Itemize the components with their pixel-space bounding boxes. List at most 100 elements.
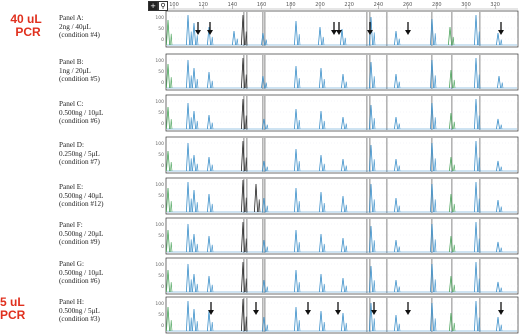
y-tick-label: 50 xyxy=(158,233,164,239)
trace-peak xyxy=(236,38,239,46)
trace-peak xyxy=(398,38,401,46)
trace-peak xyxy=(478,115,481,130)
trace-peak xyxy=(298,242,301,253)
panel-title: Panel B: xyxy=(59,58,84,66)
trace-peak xyxy=(496,316,500,332)
ruler-tick-label: 300 xyxy=(461,2,471,8)
allele-bin xyxy=(264,138,266,172)
trace-peak xyxy=(449,69,453,89)
y-tick-label: 100 xyxy=(155,301,164,307)
trace-peak xyxy=(211,321,214,332)
arrow-down-icon xyxy=(371,310,377,315)
trace-peak xyxy=(434,318,437,332)
trace-peak xyxy=(453,203,456,213)
trace-peak xyxy=(266,324,269,332)
trace-peak xyxy=(434,117,437,130)
trace-peak xyxy=(501,82,504,89)
trace-peak xyxy=(478,157,481,172)
ruler-tick-label: 180 xyxy=(286,2,296,8)
trace-peak xyxy=(294,65,298,89)
trace-peak xyxy=(245,115,248,130)
trace-peak xyxy=(265,82,268,89)
trace-peak xyxy=(394,239,398,253)
allele-bin xyxy=(386,138,388,172)
allele-bin xyxy=(366,259,368,293)
allele-bin xyxy=(479,12,481,46)
panel-title: Panel G: xyxy=(59,260,84,268)
plus-icon[interactable]: + xyxy=(148,1,158,11)
allele-bin xyxy=(451,298,453,332)
allele-bin xyxy=(369,219,371,253)
trace-peak xyxy=(369,302,373,332)
trace-peak xyxy=(398,165,401,172)
trace-peak xyxy=(497,75,501,89)
arrow-down-icon xyxy=(405,30,411,35)
y-tick-label: 0 xyxy=(161,163,164,169)
arrow-down-icon xyxy=(208,310,214,315)
trace-peak xyxy=(500,247,503,253)
allele-bin xyxy=(431,298,433,332)
allele-bin xyxy=(369,179,371,213)
trace-peak xyxy=(192,67,196,89)
panel-label-b: Panel B: 1ng / 20μL (condition #5) xyxy=(59,58,145,84)
trace-peak xyxy=(241,261,245,293)
trace-peak xyxy=(345,285,348,293)
trace-peak xyxy=(478,31,481,46)
trace-peak xyxy=(207,26,211,46)
allele-bin xyxy=(366,96,368,130)
allele-bin xyxy=(246,219,248,253)
trace-peak xyxy=(196,35,199,46)
trace-peak xyxy=(166,229,170,253)
trace-peak xyxy=(319,67,323,89)
trace-peak xyxy=(341,73,345,89)
trace-peak xyxy=(166,106,170,130)
ruler-tick-label: 280 xyxy=(432,2,442,8)
trace-peak xyxy=(449,312,453,332)
trace-peak xyxy=(434,199,437,213)
trace-peak xyxy=(369,104,373,130)
trace-peak xyxy=(430,102,434,130)
panel-amount: 2ng / 40μL xyxy=(59,22,91,31)
trace-peak xyxy=(373,280,376,293)
trace-peak xyxy=(341,237,345,253)
panel-label-a: Panel A: 2ng / 40μL (condition #4) xyxy=(59,14,145,40)
trace-peak xyxy=(453,164,456,172)
trace-peak xyxy=(186,14,190,46)
y-tick-label: 0 xyxy=(161,244,164,250)
panel-amount: 0.500ng / 20μL xyxy=(59,229,104,238)
trace-peak xyxy=(190,239,193,253)
trace-peak xyxy=(266,166,269,172)
allele-bin xyxy=(479,96,481,130)
trace-peak xyxy=(323,321,326,332)
trace-peak xyxy=(394,314,398,332)
trace-peak xyxy=(211,244,214,253)
trace-peak xyxy=(394,197,398,213)
panel-title: Panel H: xyxy=(59,298,84,306)
trace-peak xyxy=(207,114,211,130)
ruler-tick-label: 220 xyxy=(344,2,354,8)
trace-peak xyxy=(430,183,434,213)
trace-peak xyxy=(262,279,266,293)
trace-peak xyxy=(298,119,301,130)
trace-peak xyxy=(190,317,193,332)
arrow-down-icon xyxy=(331,30,337,35)
y-tick-label: 0 xyxy=(161,323,164,329)
trace-peak xyxy=(166,306,170,332)
trace-peak xyxy=(500,124,503,130)
allele-bin xyxy=(431,55,433,89)
trace-peak xyxy=(500,166,503,172)
allele-bin xyxy=(264,298,266,332)
trace-peak xyxy=(430,263,434,293)
panel-amount: 0.500ng / 40μL xyxy=(59,191,104,200)
panel-label-e: Panel E: 0.500ng / 40μL (condition #12) xyxy=(59,183,145,209)
trace-peak xyxy=(190,31,193,46)
trace-peak xyxy=(261,75,265,89)
allele-bin xyxy=(431,96,433,130)
zoom-icon[interactable]: ⚲ xyxy=(158,1,168,11)
trace-peak xyxy=(373,199,376,213)
y-tick-label: 50 xyxy=(158,273,164,279)
trace-peak xyxy=(211,164,214,172)
allele-bin xyxy=(262,96,264,130)
trace-peak xyxy=(341,195,345,213)
trace-peak xyxy=(192,154,196,172)
